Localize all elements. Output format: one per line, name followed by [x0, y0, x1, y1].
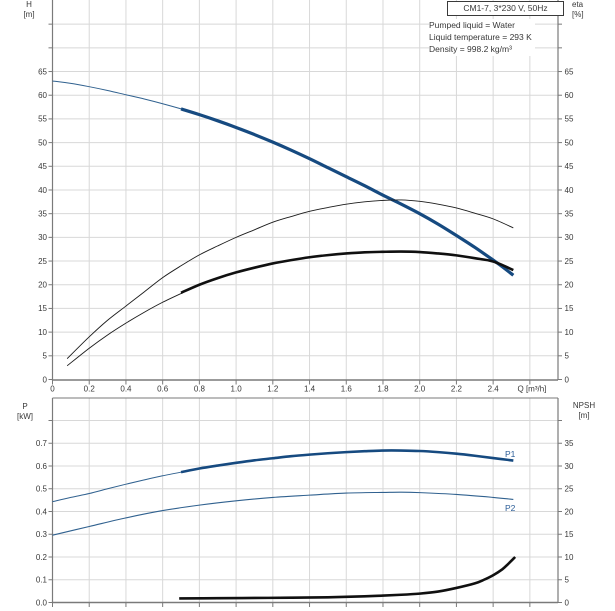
h-axis-tick-label: 15 [38, 304, 47, 313]
p-axis-unit-label: P [kW] [10, 402, 40, 422]
p2-curve-label: P2 [505, 503, 516, 513]
eta-axis-tick-label: 15 [565, 304, 574, 313]
info-line-density: Density = 998.2 kg/m³ [429, 44, 512, 55]
h-axis-unit-label: H [m] [14, 0, 44, 20]
h-axis-tick-label: 30 [38, 233, 47, 242]
h-axis-tick-label: 5 [43, 352, 48, 361]
h-axis-tick-label: 20 [38, 281, 47, 290]
eta-total-lead-in [66, 291, 185, 367]
eta-axis-unit-label: eta [%] [572, 0, 602, 20]
h-axis-tick-label: 55 [38, 115, 47, 124]
H-curve [180, 107, 515, 277]
eta-axis-tick-label: 30 [565, 233, 574, 242]
p-axis-tick-label: 0.6 [36, 462, 48, 471]
eta-axis-unit: [%] [572, 10, 584, 19]
eta-axis-quantity: eta [572, 0, 584, 9]
q-axis-tick-label: 0.4 [120, 385, 132, 394]
eta-axis-tick-label: 50 [565, 138, 574, 147]
q-axis-tick-label: 2.4 [488, 385, 500, 394]
eta-axis-tick-label: 45 [565, 162, 574, 171]
q-axis-tick-label: 1.4 [304, 385, 316, 394]
h-axis-quantity: H [26, 0, 32, 9]
npsh-axis-tick-label: 35 [565, 439, 574, 448]
eta-axis-tick-label: 55 [565, 115, 574, 124]
q-axis-tick-label: 1.0 [231, 385, 243, 394]
eta-pump-curve [66, 199, 514, 359]
eta-axis-tick-label: 40 [565, 186, 574, 195]
eta-axis-tick-label: 35 [565, 209, 574, 218]
h-axis-tick-label: 60 [38, 91, 47, 100]
p1-curve-label: P1 [505, 449, 516, 459]
npsh-axis-tick-label: 30 [565, 462, 574, 471]
eta-axis-tick-label: 0 [565, 375, 570, 384]
h-axis-unit: [m] [23, 10, 35, 19]
npsh-axis-quantity: NPSH [572, 401, 596, 410]
p-axis-tick-label: 0.5 [36, 485, 48, 494]
h-axis-tick-label: 10 [38, 328, 47, 337]
h-axis-tick-label: 40 [38, 186, 47, 195]
q-axis-tick-label: 0 [50, 385, 55, 394]
q-axis-tick-label: 1.2 [267, 385, 279, 394]
h-axis-tick-label: 45 [38, 162, 47, 171]
p-axis-unit: [kW] [17, 412, 33, 421]
q-axis-tick-label: 0.6 [157, 385, 169, 394]
eta-axis-tick-label: 20 [565, 281, 574, 290]
npsh-axis-tick-label: 15 [565, 530, 574, 539]
p-axis-tick-label: 0.3 [36, 530, 48, 539]
q-axis-tick-label: 2.2 [451, 385, 463, 394]
P1-curve [180, 449, 514, 474]
eta-axis-tick-label: 60 [565, 91, 574, 100]
npsh-axis-tick-label: 10 [565, 553, 574, 562]
p-axis-tick-label: 0.0 [36, 598, 48, 607]
eta-axis-tick-label: 5 [565, 352, 570, 361]
H-curve-lead-in [52, 80, 185, 111]
h-axis-tick-label: 25 [38, 257, 47, 266]
q-axis-tick-label: 0.8 [194, 385, 206, 394]
p-axis-tick-label: 0.1 [36, 576, 48, 585]
q-axis-tick-label: 2.0 [414, 385, 426, 394]
model-title-box: CM1-7, 3*230 V, 50Hz [447, 1, 564, 16]
npsh-axis-tick-label: 0 [565, 598, 570, 607]
p-axis-tick-label: 0.7 [36, 439, 48, 448]
npsh-axis-tick-label: 25 [565, 485, 574, 494]
npsh-axis-unit-label: NPSH [m] [566, 401, 602, 421]
eta-axis-tick-label: 25 [565, 257, 574, 266]
p-axis-tick-label: 0.4 [36, 507, 48, 516]
q-axis-tick-label: 1.6 [341, 385, 353, 394]
eta-axis-tick-label: 10 [565, 328, 574, 337]
npsh-axis-tick-label: 20 [565, 507, 574, 516]
q-axis-label: Q [m³/h] [518, 385, 547, 394]
P2-curve [52, 491, 514, 536]
eta-axis-tick-label: 65 [565, 67, 574, 76]
p-axis-tick-label: 0.2 [36, 553, 48, 562]
h-axis-tick-label: 35 [38, 209, 47, 218]
npsh-axis-tick-label: 5 [565, 576, 570, 585]
eta-total-curve [180, 250, 514, 294]
h-axis-tick-label: 65 [38, 67, 47, 76]
P1-curve-lead-in [52, 470, 185, 503]
h-axis-tick-label: 50 [38, 138, 47, 147]
npsh-axis-unit: [m] [578, 411, 590, 420]
NPSH-curve [179, 556, 517, 600]
info-line-liquid-temperature: Liquid temperature = 293 K [429, 32, 532, 43]
q-axis-tick-label: 1.8 [377, 385, 389, 394]
p-axis-quantity: P [22, 402, 28, 411]
info-line-pumped-liquid: Pumped liquid = Water [429, 20, 515, 30]
pump-info-block: Pumped liquid = Water Liquid temperature… [429, 19, 535, 56]
q-axis-tick-label: 0.2 [84, 385, 96, 394]
h-axis-tick-label: 0 [43, 375, 48, 384]
